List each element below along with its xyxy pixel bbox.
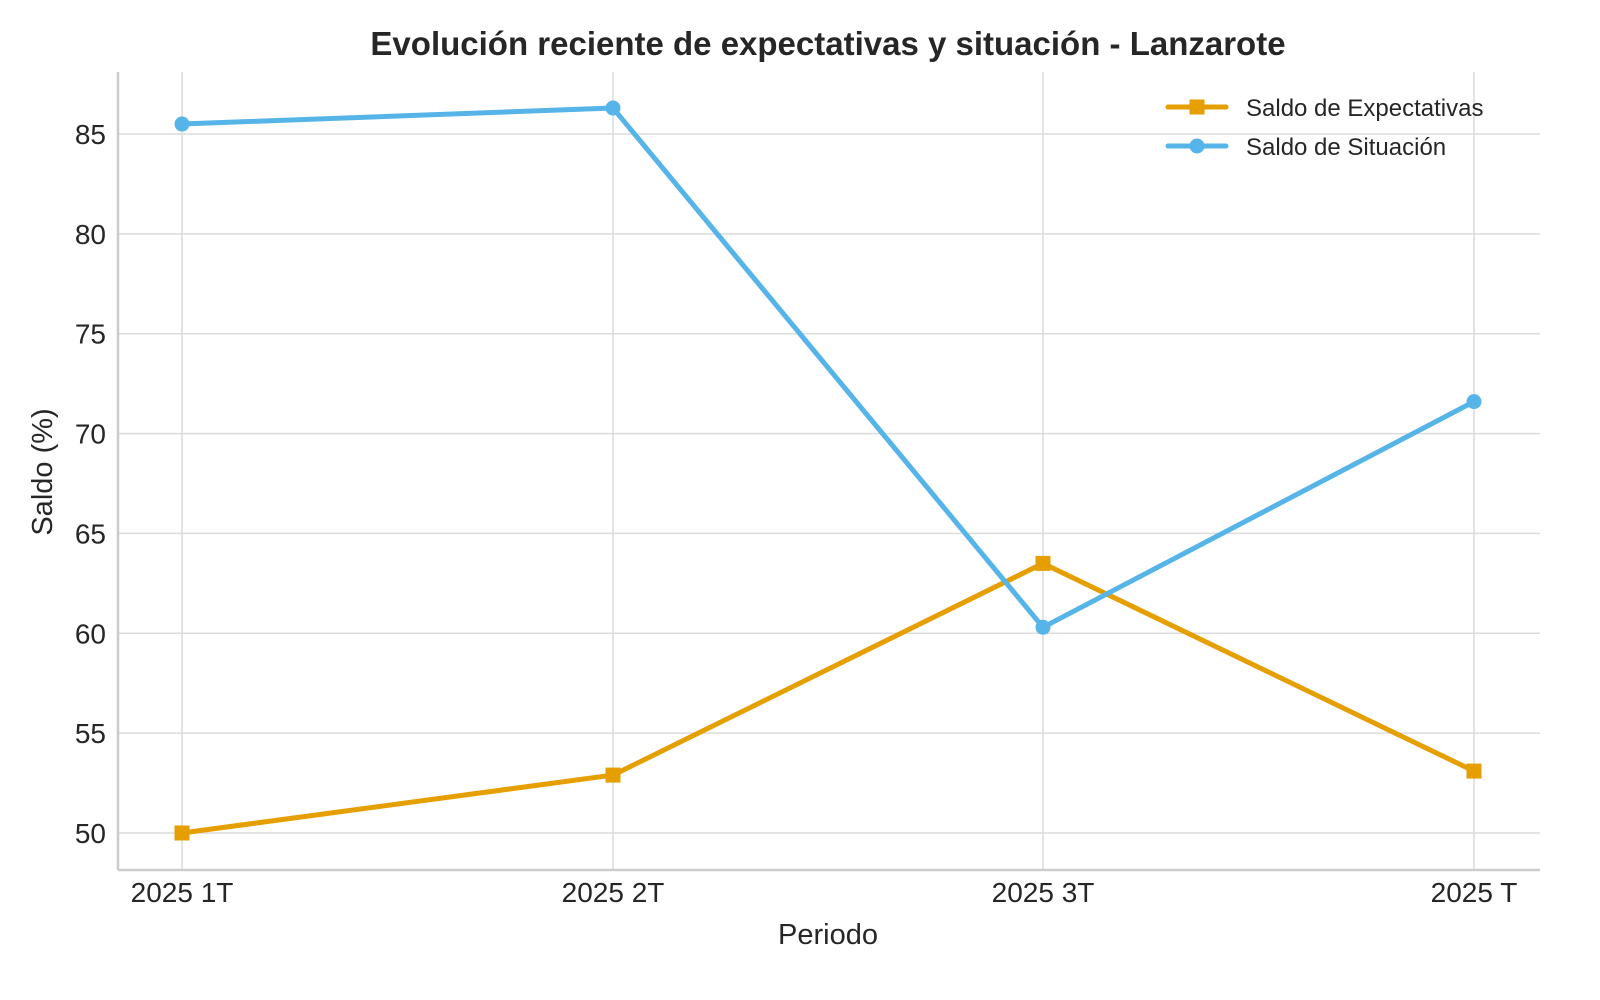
data-point-square <box>1035 555 1051 571</box>
x-tick-label: 2025 T <box>1431 877 1518 908</box>
y-tick-labels: 50 55 60 65 70 75 80 85 <box>75 119 106 849</box>
legend-item: Saldo de Expectativas <box>1165 95 1483 122</box>
legend: Saldo de Expectativas Saldo de Situación <box>1165 95 1483 161</box>
data-point-square <box>174 825 190 841</box>
y-tick-label: 60 <box>75 618 106 649</box>
x-tick-label: 2025 3T <box>992 877 1095 908</box>
series-line <box>181 105 1476 630</box>
chart-title: Evolución reciente de expectativas y sit… <box>370 25 1285 62</box>
series-expectativas <box>174 555 1482 841</box>
data-point-circle <box>174 116 190 132</box>
y-tick-label: 80 <box>75 219 106 250</box>
data-point-circle <box>1466 394 1482 410</box>
x-tick-labels: 2025 1T 2025 2T 2025 3T 2025 T <box>131 877 1518 908</box>
y-tick-label: 85 <box>75 119 106 150</box>
data-point-circle <box>605 100 621 116</box>
legend-label: Saldo de Expectativas <box>1246 95 1483 122</box>
x-axis-label: Periodo <box>778 919 878 951</box>
x-gridlines <box>181 72 1475 870</box>
y-tick-label: 70 <box>75 419 106 450</box>
legend-item: Saldo de Situación <box>1165 134 1446 161</box>
y-tick-label: 65 <box>75 518 106 549</box>
legend-circle-marker-icon <box>1189 138 1205 154</box>
y-tick-label: 50 <box>75 818 106 849</box>
y-gridlines <box>118 133 1540 834</box>
legend-square-marker-icon <box>1189 99 1205 115</box>
data-point-square <box>605 767 621 783</box>
data-point-circle <box>1035 619 1051 635</box>
y-axis-label: Saldo (%) <box>27 408 59 535</box>
data-point-square <box>1466 763 1482 779</box>
x-tick-label: 2025 2T <box>562 877 665 908</box>
series-group <box>174 100 1482 841</box>
y-tick-label: 75 <box>75 319 106 350</box>
x-tick-label: 2025 1T <box>131 877 234 908</box>
series-line <box>181 560 1476 836</box>
y-tick-label: 55 <box>75 718 106 749</box>
legend-label: Saldo de Situación <box>1246 134 1446 161</box>
axes-spines <box>116 72 1540 872</box>
series-situacion <box>174 100 1482 635</box>
